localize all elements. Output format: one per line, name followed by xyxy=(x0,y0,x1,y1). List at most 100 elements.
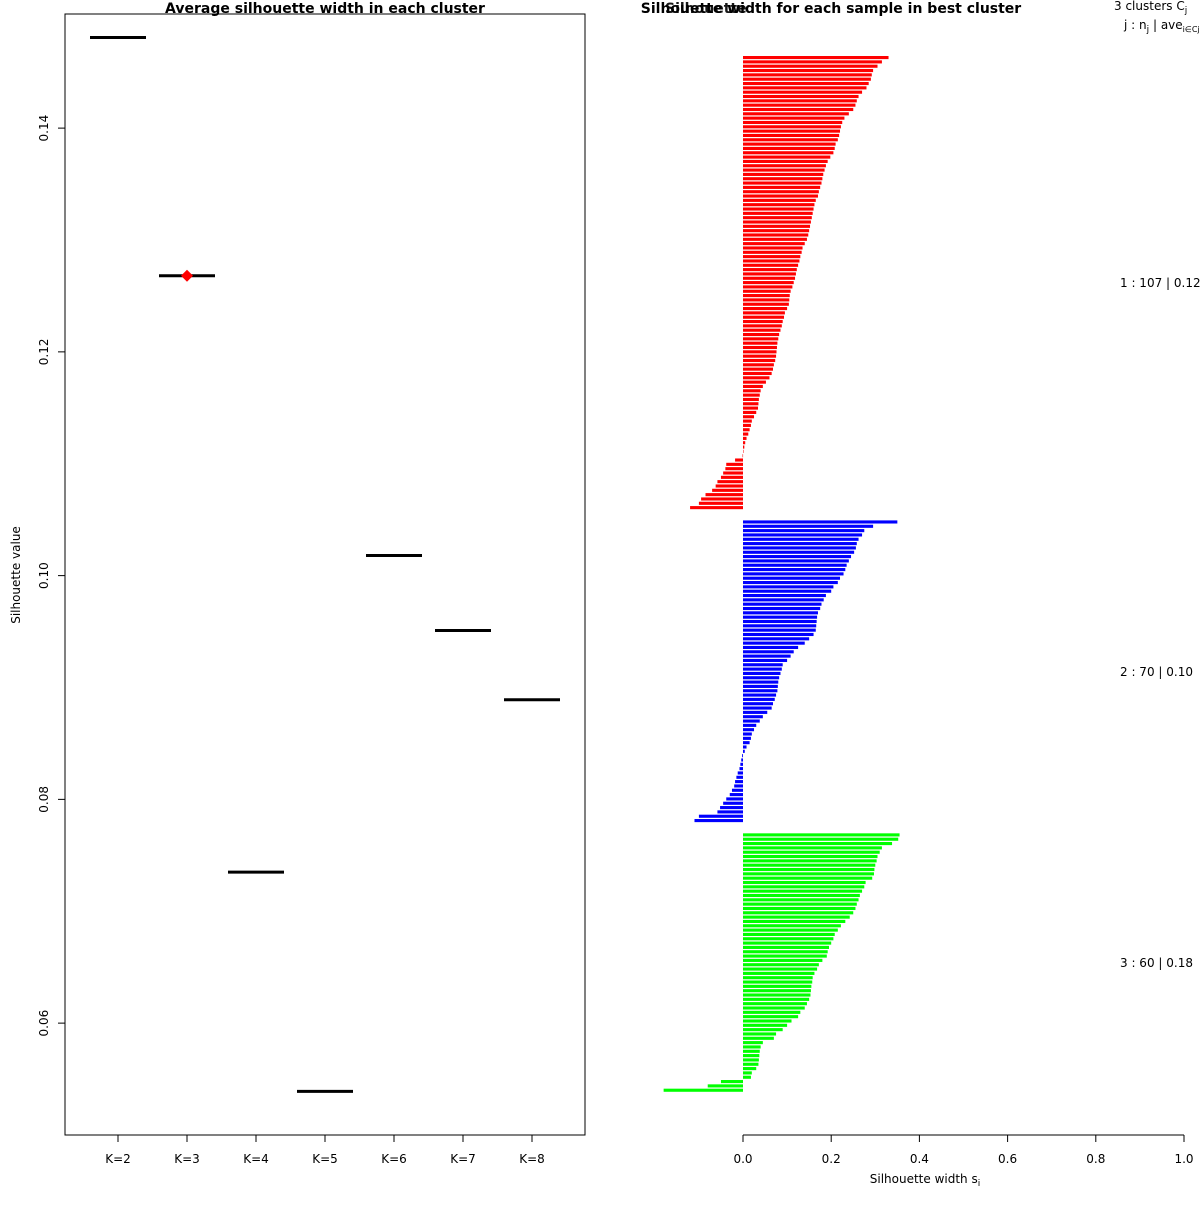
cluster-1-bar xyxy=(743,203,815,207)
cluster-1-bar xyxy=(743,432,749,436)
legend-header-line1: 3 clusters Cj xyxy=(1114,0,1187,16)
legend-header: 3 clusters Cj j : nj | avei∈Cj s xyxy=(1114,0,1200,35)
right-x-axis-label: Silhouette width si xyxy=(870,1172,981,1189)
cluster-1-bar xyxy=(743,263,799,267)
cluster-3-label: 3 : 60 | 0.18 xyxy=(1120,956,1193,970)
cluster-2-bar xyxy=(741,758,743,762)
cluster-2-bar xyxy=(743,572,844,576)
cluster-3-bar xyxy=(743,876,873,880)
cluster-1-bar xyxy=(743,207,814,211)
cluster-1-bar xyxy=(743,272,796,276)
cluster-3-bar xyxy=(743,1015,799,1019)
cluster-2-bar xyxy=(743,529,865,533)
cluster-1-bar xyxy=(743,68,874,73)
cluster-1-bar xyxy=(743,255,801,259)
right-x-tick-label: 1.0 xyxy=(1174,1152,1193,1166)
cluster-3-bar xyxy=(743,971,815,975)
right-x-tick-label: 0.0 xyxy=(733,1152,752,1166)
cluster-2-bar xyxy=(743,697,775,701)
cluster-3-bar xyxy=(743,976,813,980)
cluster-2-bar xyxy=(743,520,898,524)
cluster-3-bar xyxy=(707,1084,743,1088)
cluster-1-bar xyxy=(743,371,772,376)
cluster-3-bar xyxy=(743,915,850,919)
cluster-3-bar xyxy=(743,1058,759,1062)
cluster-2-bar xyxy=(743,671,781,675)
right-x-tick-label: 0.4 xyxy=(910,1152,929,1166)
cluster-2-bar xyxy=(743,736,751,740)
right-bars-group xyxy=(663,56,900,1092)
cluster-3-bar xyxy=(743,837,899,841)
cluster-1-bar xyxy=(743,441,746,445)
right-x-tick-label: 0.6 xyxy=(998,1152,1017,1166)
cluster-1-bar xyxy=(701,497,743,501)
cluster-2-bar xyxy=(743,606,821,611)
left-y-axis-label: Silhouette value xyxy=(9,526,23,624)
cluster-1-bar xyxy=(743,129,841,133)
cluster-1-bar xyxy=(743,94,859,99)
average-silhouette-panel: Average silhouette width in each cluster… xyxy=(9,1,586,1166)
cluster-2-bar xyxy=(723,801,743,805)
cluster-2-bar xyxy=(743,732,752,736)
cluster-3-bar xyxy=(743,859,877,863)
cluster-1-bar xyxy=(743,220,811,224)
cluster-3-bar xyxy=(743,928,838,932)
cluster-2-bar xyxy=(743,615,818,619)
cluster-2-bar xyxy=(736,775,743,779)
cluster-2-bar xyxy=(739,767,743,771)
cluster-1-bar xyxy=(743,259,800,263)
cluster-1-bar xyxy=(742,454,744,458)
cluster-1-bar xyxy=(743,324,782,328)
cluster-1-bar xyxy=(743,116,845,120)
cluster-1-bar xyxy=(743,410,757,414)
right-chart-title-overlap: Silhouette xyxy=(665,1,747,17)
cluster-2-bar xyxy=(743,658,788,663)
cluster-2-bar xyxy=(743,555,852,559)
cluster-1-bar xyxy=(743,185,821,189)
cluster-1-bar xyxy=(717,480,743,484)
cluster-labels: 1 : 107 | 0.12 2 : 70 | 0.10 3 : 60 | 0.18 xyxy=(1120,276,1200,970)
cluster-3-bar xyxy=(743,1071,752,1075)
cluster-3-bar xyxy=(743,1002,807,1006)
cluster-3-bar xyxy=(743,919,846,924)
cluster-2-bar xyxy=(742,754,743,758)
cluster-1-bar xyxy=(743,268,797,272)
cluster-1-bar xyxy=(743,159,828,163)
cluster-2-bar xyxy=(743,524,874,528)
cluster-1-bar xyxy=(720,475,743,479)
cluster-2-bar xyxy=(734,784,743,788)
cluster-1-bar xyxy=(743,428,750,432)
cluster-1-bar xyxy=(726,462,743,466)
cluster-3-bar xyxy=(743,958,823,962)
left-plot-frame xyxy=(64,13,586,1136)
cluster-3-bar xyxy=(743,1028,783,1032)
left-x-tick-label: K=5 xyxy=(312,1152,338,1166)
cluster-2-bar xyxy=(743,593,826,598)
cluster-1-bar xyxy=(743,423,751,427)
cluster-2-bar xyxy=(743,663,783,667)
cluster-1-bar xyxy=(743,133,840,138)
left-x-axis: K=2 K=3 K=4 K=5 K=6 K=7 K=8 xyxy=(105,1135,545,1166)
cluster-1-bar xyxy=(743,242,805,246)
cluster-2-bar xyxy=(743,546,856,550)
cluster-1-bar xyxy=(743,345,777,350)
cluster-2-bar xyxy=(743,676,780,680)
cluster-1-bar xyxy=(743,389,761,393)
cluster-1-bar xyxy=(743,237,807,241)
cluster-3-bar xyxy=(743,997,810,1001)
cluster-3-bar xyxy=(743,846,882,850)
cluster-2-bar xyxy=(717,810,743,814)
cluster-3-bar xyxy=(743,1041,763,1045)
cluster-3-bar xyxy=(743,911,854,915)
cluster-1-bar xyxy=(743,224,811,228)
cluster-1-bar xyxy=(743,107,854,112)
cluster-2-bar xyxy=(743,559,849,563)
cluster-1-bar xyxy=(743,406,758,410)
cluster-2-bar xyxy=(737,771,743,775)
right-x-axis: 0.0 0.2 0.4 0.6 0.8 1.0 xyxy=(733,1134,1194,1166)
cluster-1-bar xyxy=(743,307,788,311)
cluster-3-bar xyxy=(743,898,859,902)
cluster-1-label: 1 : 107 | 0.12 xyxy=(1120,276,1200,290)
cluster-1-bar xyxy=(743,99,857,103)
cluster-2-bar xyxy=(743,710,768,714)
